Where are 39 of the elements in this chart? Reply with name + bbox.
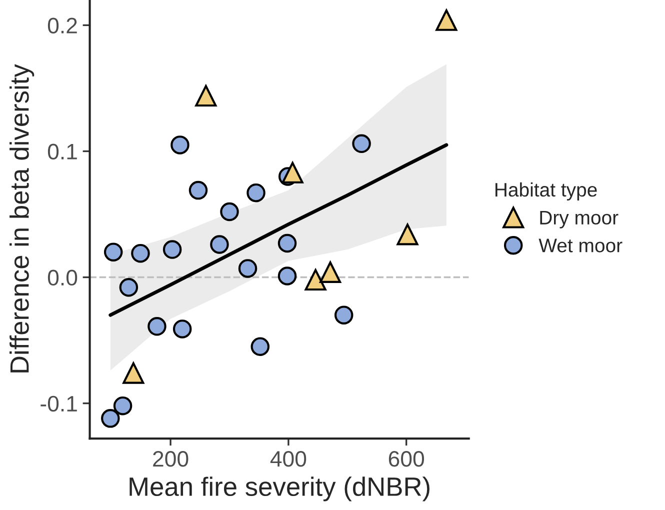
legend-title: Habitat type (496, 182, 597, 201)
point (195, 85, 217, 107)
point (113, 396, 132, 416)
point (170, 136, 190, 154)
legend-label: Wet moor (538, 238, 622, 252)
point (334, 306, 354, 324)
point (148, 317, 166, 336)
point (396, 224, 418, 246)
x-tick-label: 600 (388, 450, 424, 467)
point (131, 244, 150, 263)
point (119, 278, 138, 297)
point (122, 362, 144, 384)
x-tick-label: 200 (153, 450, 188, 467)
point (436, 9, 458, 31)
y-tick-label: -0.1 (40, 396, 77, 412)
y-tick-label: 0.0 (48, 270, 78, 286)
point (304, 269, 326, 291)
point (104, 242, 123, 262)
point (320, 261, 342, 283)
point (238, 259, 258, 278)
point (162, 240, 182, 259)
x-tick-label: 400 (270, 450, 306, 467)
y-tick-label: 0.1 (48, 144, 77, 160)
point (188, 180, 208, 200)
point (278, 266, 297, 286)
point (172, 320, 192, 338)
point (352, 134, 371, 154)
point (101, 409, 120, 428)
y-tick-label: 0.2 (48, 18, 77, 34)
point (210, 235, 229, 254)
point (250, 337, 270, 356)
point (278, 234, 297, 253)
y-axis-title: Difference in beta diversity (10, 64, 34, 372)
legend-label: Dry moor (540, 210, 618, 228)
line-series (108, 143, 448, 317)
point (220, 202, 239, 222)
x-axis-title: Mean fire severity (dNBR) (130, 476, 430, 502)
point (282, 162, 304, 184)
point (246, 183, 266, 202)
